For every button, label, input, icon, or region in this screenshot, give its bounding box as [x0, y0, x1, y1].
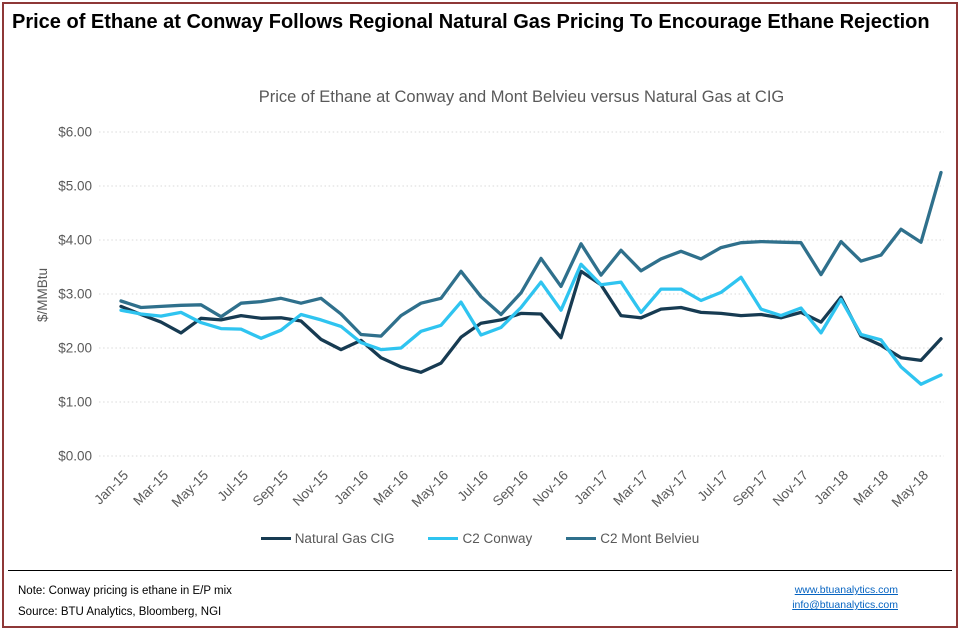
- note-text: Note: Conway pricing is ethane in E/P mi…: [18, 585, 232, 597]
- x-tick-label: Jan-15: [91, 468, 131, 508]
- y-tick-label: $4.00: [58, 233, 92, 248]
- y-tick-label: $6.00: [58, 125, 92, 140]
- legend-item-c2-mont-belvieu[interactable]: C2 Mont Belvieu: [566, 531, 699, 546]
- footer-links: www.btuanalytics.com info@btuanalytics.c…: [792, 583, 898, 613]
- source-text: Source: BTU Analytics, Bloomberg, NGI: [18, 605, 222, 618]
- footer-notes: Note: Conway pricing is ethane in E/P mi…: [18, 581, 232, 622]
- x-tick-label: Nov-16: [530, 468, 571, 509]
- x-tick-label: Sep-17: [730, 468, 771, 509]
- legend-label: Natural Gas CIG: [294, 531, 395, 546]
- x-tick-label: Nov-15: [290, 468, 331, 509]
- legend-label: C2 Conway: [462, 531, 533, 546]
- x-tick-label: May-17: [649, 468, 691, 510]
- x-tick-label: Sep-15: [250, 468, 291, 509]
- legend-line-swatch: [260, 536, 291, 541]
- x-tick-label: Jan-18: [811, 468, 851, 508]
- website-link[interactable]: www.btuanalytics.com: [794, 584, 898, 596]
- y-tick-label: $0.00: [58, 449, 92, 464]
- legend-line-swatch: [428, 536, 459, 541]
- x-tick-label: Mar-17: [610, 468, 651, 509]
- y-axis-labels-group: $0.00 $1.00 $2.00 $3.00 $4.00 $5.00 $6.00: [58, 125, 92, 464]
- chart-legend: Natural Gas CIG C2 Conway C2 Mont Belvieu: [4, 531, 956, 546]
- legend-line-swatch: [566, 536, 597, 541]
- x-tick-label: Jul-16: [455, 468, 492, 505]
- price-chart: $0.00 $1.00 $2.00 $3.00 $4.00 $5.00 $6.00 Jan-1…: [58, 125, 944, 510]
- x-tick-label: Sep-16: [490, 468, 531, 509]
- x-tick-label: May-15: [169, 468, 211, 510]
- email-link[interactable]: info@btuanalytics.com: [792, 599, 898, 612]
- page-title: Price of Ethane at Conway Follows Region…: [12, 11, 930, 33]
- x-tick-label: Jan-17: [571, 468, 611, 508]
- x-tick-label: Nov-17: [770, 468, 811, 509]
- series-group: [119, 170, 943, 386]
- legend-label: C2 Mont Belvieu: [600, 531, 700, 546]
- series-line-c2-conway: [119, 262, 943, 386]
- x-tick-label: Mar-16: [370, 468, 411, 509]
- legend-item-c2-conway[interactable]: C2 Conway: [428, 531, 532, 546]
- x-tick-label: May-16: [409, 468, 451, 510]
- chart-subtitle: Price of Ethane at Conway and Mont Belvi…: [258, 88, 785, 106]
- y-tick-label: $5.00: [58, 179, 92, 194]
- series-line-c2-mont-belvieu: [119, 170, 943, 338]
- legend-item-natural-gas-cig[interactable]: Natural Gas CIG: [260, 531, 395, 546]
- x-tick-label: Jan-16: [331, 468, 371, 508]
- y-tick-label: $2.00: [58, 341, 92, 356]
- x-tick-label: May-18: [889, 468, 931, 510]
- x-tick-label: Mar-15: [130, 468, 171, 509]
- series-line-natural-gas-cig: [119, 269, 943, 374]
- x-tick-label: Jul-17: [695, 468, 732, 505]
- x-tick-label: Jul-15: [215, 468, 252, 505]
- footer-divider: [8, 570, 952, 571]
- y-tick-label: $3.00: [58, 287, 92, 302]
- y-tick-label: $1.00: [58, 395, 92, 410]
- x-tick-label: Mar-18: [850, 468, 891, 509]
